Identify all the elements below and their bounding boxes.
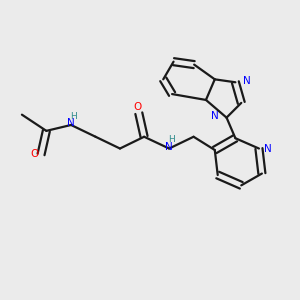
Text: N: N bbox=[67, 118, 75, 128]
Text: O: O bbox=[31, 149, 39, 159]
Text: N: N bbox=[264, 143, 272, 154]
Text: N: N bbox=[212, 111, 219, 121]
Text: N: N bbox=[165, 142, 173, 152]
Text: O: O bbox=[133, 102, 142, 112]
Text: H: H bbox=[168, 135, 175, 144]
Text: N: N bbox=[243, 76, 250, 86]
Text: H: H bbox=[70, 112, 77, 121]
